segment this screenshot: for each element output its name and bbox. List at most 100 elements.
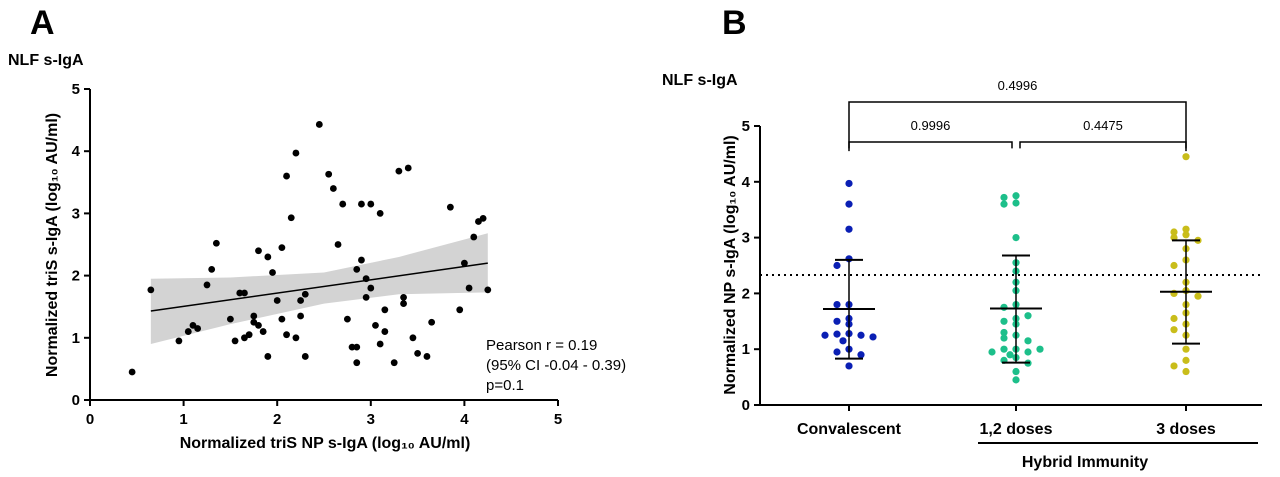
- data-point: [278, 244, 286, 252]
- data-point: [400, 293, 407, 301]
- data-point: [255, 321, 262, 329]
- comparison-bracket: [848, 141, 1013, 149]
- category-label: 3 doses: [1156, 421, 1216, 438]
- data-point: [362, 275, 370, 283]
- data-point: [147, 286, 155, 294]
- data-point: [287, 214, 295, 222]
- data-point: [1000, 200, 1008, 208]
- data-point: [227, 315, 234, 323]
- data-point: [1024, 337, 1032, 345]
- y-tick-label: 1: [72, 330, 80, 347]
- category-label: Convalescent: [797, 421, 902, 438]
- data-point: [1182, 345, 1190, 353]
- data-point: [283, 331, 290, 339]
- panel-a-y-axis-label: Normalized triS s-IgA (log₁₀ AU/ml): [44, 113, 61, 377]
- data-point: [236, 289, 244, 297]
- data-point: [376, 210, 384, 217]
- category-label: 1,2 doses: [980, 421, 1053, 438]
- data-point: [1036, 345, 1044, 353]
- data-point: [1000, 193, 1008, 202]
- y-tick-label: 2: [72, 268, 80, 285]
- data-point: [358, 200, 365, 208]
- data-point: [409, 334, 417, 342]
- data-point: [241, 289, 248, 297]
- panel-b-title: NLF s-IgA: [662, 72, 738, 89]
- panel-b-label: B: [722, 4, 747, 42]
- y-tick-label: 0: [742, 397, 750, 414]
- data-point: [329, 185, 337, 192]
- data-point: [269, 269, 276, 276]
- x-tick-label: 4: [460, 411, 469, 428]
- p-value-label: 0.4996: [998, 78, 1038, 93]
- data-point: [414, 349, 421, 357]
- y-tick-label: 2: [742, 285, 750, 302]
- data-point: [250, 312, 258, 320]
- x-tick-label: 5: [554, 411, 562, 428]
- data-point: [845, 225, 853, 233]
- data-point: [264, 253, 272, 261]
- data-point: [845, 362, 853, 370]
- hybrid-immunity-label: Hybrid Immunity: [1022, 454, 1148, 471]
- data-point: [1006, 351, 1014, 359]
- panel-a-title: NLF s-IgA: [8, 52, 84, 69]
- data-point: [334, 241, 342, 248]
- data-point: [1182, 225, 1190, 233]
- y-tick-label: 3: [72, 205, 80, 222]
- data-point: [381, 328, 389, 335]
- data-point: [1012, 192, 1020, 200]
- confidence-band: [150, 233, 488, 345]
- data-point: [1024, 312, 1032, 320]
- data-point: [231, 337, 239, 345]
- data-point: [358, 256, 365, 264]
- y-tick-label: 5: [72, 81, 80, 98]
- panel-a-plot: 0 1 2 3 4 5 0 1 2 3 4 5: [72, 81, 563, 428]
- data-point: [255, 247, 262, 255]
- data-point: [470, 233, 478, 241]
- data-point: [833, 261, 841, 270]
- y-tick-label: 5: [742, 118, 750, 135]
- data-point: [465, 284, 473, 292]
- data-point: [484, 286, 492, 294]
- data-point: [1012, 376, 1020, 384]
- x-tick-label: 3: [367, 411, 375, 428]
- data-point: [833, 300, 841, 309]
- data-point: [292, 149, 300, 157]
- x-tick-label: 2: [273, 411, 281, 428]
- data-point: [857, 351, 865, 359]
- data-point: [845, 200, 853, 208]
- data-point: [1182, 231, 1190, 239]
- data-point: [353, 343, 361, 351]
- data-point: [259, 328, 267, 335]
- data-point: [1012, 199, 1020, 207]
- data-point: [245, 331, 253, 339]
- data-point: [1170, 314, 1178, 323]
- data-point: [1000, 317, 1008, 325]
- data-point: [833, 317, 841, 325]
- data-point: [367, 200, 375, 208]
- data-point: [301, 353, 309, 360]
- data-point: [325, 170, 333, 178]
- comparison-bracket: [848, 101, 1187, 152]
- data-point: [1000, 345, 1008, 353]
- data-point: [1194, 292, 1202, 300]
- panel-a-x-axis-label: Normalized triS NP s-IgA (log₁₀ AU/ml): [180, 435, 471, 452]
- data-point: [1012, 367, 1020, 376]
- y-tick-label: 4: [72, 143, 81, 160]
- y-tick-label: 3: [742, 230, 750, 247]
- data-point: [212, 239, 220, 247]
- panel-a-label: A: [30, 4, 55, 42]
- data-point: [362, 293, 370, 301]
- p-value-label: 0.9996: [911, 118, 951, 133]
- data-point: [128, 368, 136, 376]
- data-point: [446, 203, 454, 211]
- p-value-label: 0.4475: [1083, 118, 1123, 133]
- data-point: [1000, 334, 1008, 342]
- data-point: [203, 281, 211, 289]
- data-point: [376, 340, 384, 348]
- data-point: [1024, 348, 1032, 356]
- data-point: [400, 300, 407, 307]
- data-point: [194, 325, 202, 332]
- data-point: [869, 333, 877, 341]
- data-point: [381, 306, 389, 314]
